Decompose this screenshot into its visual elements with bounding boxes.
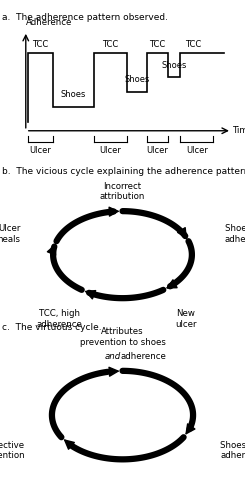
Text: Ulcer: Ulcer xyxy=(147,146,169,155)
Text: Time: Time xyxy=(233,126,245,136)
Text: Shoes, low
adherence: Shoes, low adherence xyxy=(225,224,245,244)
Text: Shoes: Shoes xyxy=(161,61,187,70)
Text: Attributes
prevention to shoes: Attributes prevention to shoes xyxy=(80,327,165,346)
Text: Effective
prevention: Effective prevention xyxy=(0,441,25,460)
Text: adherence: adherence xyxy=(121,352,167,362)
Text: TCC: TCC xyxy=(184,40,201,49)
Text: Shoes: Shoes xyxy=(61,90,86,99)
Text: Incorrect
attribution: Incorrect attribution xyxy=(100,182,145,202)
Text: TCC: TCC xyxy=(102,40,118,49)
Text: Ulcer: Ulcer xyxy=(99,146,121,155)
Text: Ulcer: Ulcer xyxy=(29,146,51,155)
Text: a.  The adherence pattern observed.: a. The adherence pattern observed. xyxy=(2,12,169,22)
Text: New
ulcer: New ulcer xyxy=(175,309,196,328)
Text: Ulcer
heals: Ulcer heals xyxy=(0,224,20,244)
Text: b.  The vicious cycle explaining the adherence pattern in 2a.: b. The vicious cycle explaining the adhe… xyxy=(2,168,245,176)
Text: and: and xyxy=(105,352,121,362)
Text: TCC, high
adherence: TCC, high adherence xyxy=(36,309,82,328)
Text: Adherence: Adherence xyxy=(26,18,72,27)
Text: TCC: TCC xyxy=(32,40,48,49)
Text: Shoes, high
adherence: Shoes, high adherence xyxy=(220,441,245,460)
Text: c.  The virtuous cycle.: c. The virtuous cycle. xyxy=(2,322,102,332)
Text: Ulcer: Ulcer xyxy=(186,146,208,155)
Text: Shoes: Shoes xyxy=(124,74,150,84)
Text: TCC: TCC xyxy=(149,40,166,49)
